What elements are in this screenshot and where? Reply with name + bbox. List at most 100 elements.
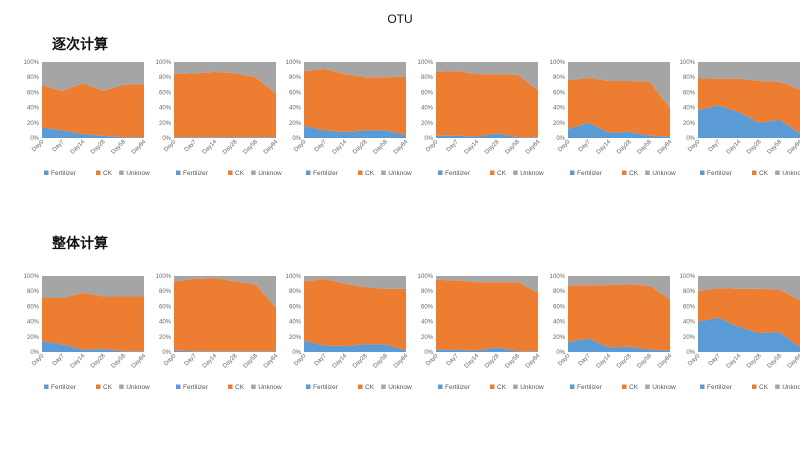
y-tick-label: 40% [159,320,172,326]
y-tick-label: 60% [683,304,696,310]
area-series-ck [304,68,406,135]
y-tick-label: 20% [27,335,40,341]
legend-label-fertilizer: Fertilizer [445,170,471,177]
x-tick-label: Day28 [352,139,369,156]
legend-label-unknow: Unknow [258,384,282,391]
area-series-unknow [698,276,800,301]
legend-label-ck: CK [497,170,507,177]
y-tick-label: 80% [27,289,40,295]
area-series-unknow [568,276,670,300]
y-tick-label: 60% [289,90,302,96]
x-tick-label: Day58 [243,353,260,370]
legend-swatch-fertilizer [306,384,311,389]
x-tick-label: Day14 [464,139,481,156]
y-tick-label: 40% [27,106,40,112]
legend-label-unknow: Unknow [652,170,676,177]
y-tick-label: 60% [27,304,40,310]
area-chart-3: 0%20%40%60%80%100%Day0 Day7 Day14 Day28 Day5… [286,60,412,177]
x-tick-label: Day28 [222,353,239,370]
x-tick-label: Day7 [184,139,199,154]
y-tick-label: 60% [27,90,40,96]
y-tick-label: 80% [421,75,434,81]
legend-label-fertilizer: Fertilizer [183,170,209,177]
legend-swatch-fertilizer [44,384,49,389]
y-tick-label: 40% [553,320,566,326]
legend-label-fertilizer: Fertilizer [51,384,77,391]
x-tick-label: Day58 [243,139,260,156]
legend-label-unknow: Unknow [652,384,676,391]
area-series-fertilizer [698,317,800,352]
y-tick-label: 60% [159,90,172,96]
y-tick-label: 20% [27,121,40,127]
area-chart-12: 0%20%40%60%80%100%Day0 Day7 Day14 Day28 Day5… [680,274,800,391]
x-tick-label: Day28 [746,139,763,156]
row-label-overall: 整体计算 [52,235,108,251]
area-series-fertilizer [304,125,406,138]
y-tick-label: 80% [159,75,172,81]
x-tick-label: Day7 [708,353,723,368]
legend-swatch-ck [358,384,363,389]
area-chart-6: 0%20%40%60%80%100%Day0 Day7 Day14 Day28 Day5… [680,60,800,177]
legend-label-ck: CK [365,170,375,177]
x-tick-label: Day28 [222,139,239,156]
x-tick-label: Day14 [726,139,743,156]
y-tick-label: 100% [286,274,302,280]
y-tick-label: 100% [156,274,172,280]
legend-swatch-ck [358,170,363,175]
x-tick-label: Day7 [578,139,593,154]
x-tick-label: Day7 [314,353,329,368]
legend-label-fertilizer: Fertilizer [707,170,733,177]
x-tick-label: Day84 [657,139,674,156]
legend-swatch-ck [622,384,627,389]
x-tick-label: Day28 [746,353,763,370]
legend-swatch-unknow [645,170,650,175]
area-chart-9: 0%20%40%60%80%100%Day0 Day7 Day14 Day28 Day5… [286,274,412,391]
legend-label-unknow: Unknow [782,384,800,391]
area-series-unknow [568,62,670,109]
x-tick-label: Day58 [637,353,654,370]
y-tick-label: 40% [159,106,172,112]
legend-swatch-unknow [775,384,780,389]
y-tick-label: 100% [156,60,172,66]
y-tick-label: 40% [683,320,696,326]
x-tick-label: Day84 [525,139,542,156]
area-series-unknow [304,62,406,78]
legend-label-fertilizer: Fertilizer [445,384,471,391]
legend-swatch-unknow [513,170,518,175]
area-series-fertilizer [436,347,538,352]
y-tick-label: 60% [421,304,434,310]
legend-label-fertilizer: Fertilizer [707,384,733,391]
y-tick-label: 20% [553,335,566,341]
area-series-ck [174,71,276,138]
x-tick-label: Day28 [484,353,501,370]
x-tick-label: Day28 [616,353,633,370]
legend-label-ck: CK [497,384,507,391]
x-tick-label: Day58 [111,353,128,370]
y-tick-label: 80% [553,75,566,81]
y-tick-label: 100% [286,60,302,66]
area-series-ck [42,292,144,352]
legend-label-fertilizer: Fertilizer [313,384,339,391]
legend-swatch-fertilizer [306,170,311,175]
y-tick-label: 100% [24,274,40,280]
y-tick-label: 20% [683,335,696,341]
area-series-fertilizer [304,340,406,352]
y-tick-label: 100% [550,60,566,66]
x-tick-label: Day58 [767,139,784,156]
x-tick-label: Day14 [70,353,87,370]
legend-label-ck: CK [365,384,375,391]
x-tick-label: Day14 [332,353,349,370]
y-tick-label: 60% [159,304,172,310]
x-tick-label: Day58 [111,139,128,156]
area-chart-7: 0%20%40%60%80%100%Day0 Day7 Day14 Day28 Day5… [24,274,150,391]
area-series-unknow [42,276,144,299]
y-tick-label: 0% [686,350,695,356]
area-chart-11: 0%20%40%60%80%100%Day0 Day7 Day14 Day28 Day5… [550,274,676,391]
y-tick-label: 100% [418,60,434,66]
figure-title: OTU [387,12,413,26]
legend-swatch-ck [96,170,101,175]
x-tick-label: Day7 [708,139,723,154]
y-tick-label: 60% [553,90,566,96]
y-tick-label: 20% [421,335,434,341]
x-tick-label: Day7 [578,353,593,368]
